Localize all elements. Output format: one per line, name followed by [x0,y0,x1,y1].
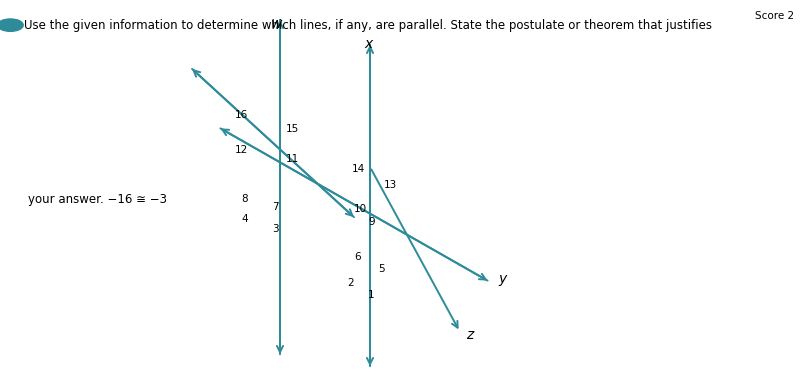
Text: 9: 9 [368,217,374,227]
Text: 16: 16 [234,110,248,120]
Text: 3: 3 [6,20,14,30]
Text: x: x [364,37,372,51]
Text: 5: 5 [378,264,385,274]
Text: Score 2: Score 2 [755,11,794,21]
Text: 1: 1 [368,290,374,300]
Text: z: z [466,328,474,342]
Text: 8: 8 [242,194,248,204]
Text: 15: 15 [286,124,299,134]
Text: 4: 4 [242,214,248,224]
Text: 11: 11 [286,154,299,164]
Text: Use the given information to determine which lines, if any, are parallel. State : Use the given information to determine w… [24,19,712,32]
Text: 13: 13 [384,180,398,190]
Text: 7: 7 [272,202,278,212]
Text: 3: 3 [272,224,278,234]
Text: 10: 10 [354,204,367,214]
Text: 14: 14 [352,164,366,174]
Text: y: y [498,272,506,286]
Text: 12: 12 [234,145,248,155]
Text: 6: 6 [354,252,361,262]
Text: your answer. −16 ≅ −3: your answer. −16 ≅ −3 [28,192,167,205]
Text: 2: 2 [347,278,354,288]
Text: w: w [270,17,282,31]
